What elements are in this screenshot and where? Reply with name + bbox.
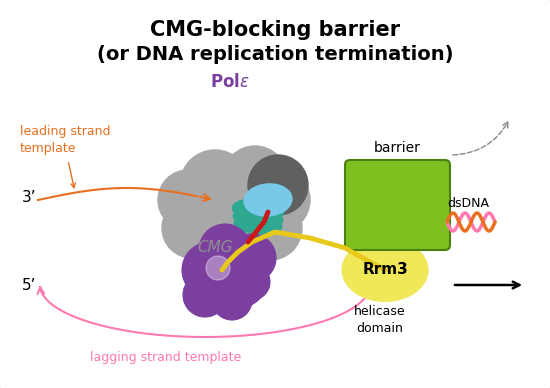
Text: 5’: 5’ [22, 277, 36, 293]
FancyArrowPatch shape [453, 122, 508, 155]
Ellipse shape [343, 239, 427, 301]
Text: dsDNA: dsDNA [447, 197, 489, 210]
Circle shape [182, 242, 238, 298]
Ellipse shape [232, 199, 284, 221]
Text: Pol$\varepsilon$: Pol$\varepsilon$ [210, 73, 250, 91]
Text: barrier: barrier [374, 141, 421, 155]
Circle shape [223, 146, 287, 210]
Text: lagging strand template: lagging strand template [90, 352, 241, 364]
Circle shape [248, 155, 308, 215]
Text: (or DNA replication termination): (or DNA replication termination) [97, 45, 453, 64]
Circle shape [183, 273, 227, 317]
Circle shape [238, 196, 302, 260]
Circle shape [215, 215, 275, 275]
Text: 3’: 3’ [22, 191, 37, 206]
Circle shape [180, 150, 250, 220]
Circle shape [246, 168, 310, 232]
Text: helicase
domain: helicase domain [354, 305, 406, 335]
Ellipse shape [233, 208, 283, 228]
FancyBboxPatch shape [345, 160, 450, 250]
Circle shape [204, 185, 260, 241]
Circle shape [199, 224, 251, 276]
Circle shape [185, 215, 245, 275]
Circle shape [206, 256, 230, 280]
Ellipse shape [244, 184, 292, 216]
Circle shape [208, 248, 268, 308]
Text: CMG-blocking barrier: CMG-blocking barrier [150, 20, 400, 40]
Text: CMG: CMG [197, 241, 233, 256]
Circle shape [158, 170, 218, 230]
Circle shape [228, 234, 276, 282]
Circle shape [162, 198, 222, 258]
Circle shape [212, 280, 252, 320]
Text: Rrm3: Rrm3 [362, 263, 408, 277]
Ellipse shape [234, 216, 282, 234]
Circle shape [234, 264, 270, 300]
Text: leading strand
template: leading strand template [20, 125, 111, 155]
